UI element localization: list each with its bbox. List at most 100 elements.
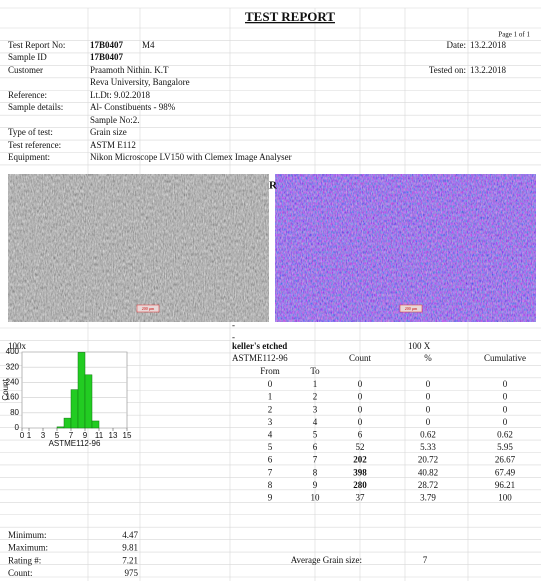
table-cell: 0 xyxy=(503,404,508,414)
y-tick-label: 400 xyxy=(6,347,20,356)
table-cell: 8 xyxy=(313,467,318,477)
table-cell: 5.33 xyxy=(420,442,436,452)
table-cell: 28.72 xyxy=(418,480,438,490)
micrograph-gray xyxy=(8,174,269,322)
y-tick-label: 80 xyxy=(10,408,19,417)
field-value: 17B0407 xyxy=(90,40,124,50)
table-cell: 7 xyxy=(313,455,318,465)
report-title: TEST REPORT xyxy=(245,9,335,24)
table-cell: 40.82 xyxy=(418,467,438,477)
average-label: Average Grain size: xyxy=(291,555,362,565)
table-cell: 4 xyxy=(268,429,273,439)
table-cell: 0 xyxy=(268,379,273,389)
bar xyxy=(57,427,64,428)
table-cell: 0 xyxy=(503,379,508,389)
table-cell: 6 xyxy=(268,455,273,465)
field-label: Sample details: xyxy=(8,102,63,112)
field-value: Sample No:2. xyxy=(90,115,140,125)
table-cell: 26.67 xyxy=(495,455,516,465)
table-cell: 1 xyxy=(313,379,318,389)
field-value: Reva University, Bangalore xyxy=(90,77,190,87)
average-value: 7 xyxy=(423,555,428,565)
table-cell: 100 xyxy=(498,492,512,502)
x-tick-label: 3 xyxy=(41,431,46,440)
scale-label: 200 µm xyxy=(405,306,418,311)
column-header: % xyxy=(424,353,432,363)
table-cell: 4 xyxy=(313,417,318,427)
table-cell: 96.21 xyxy=(495,480,515,490)
summary-label: Maximum: xyxy=(8,543,48,553)
column-subheader: To xyxy=(310,366,320,376)
x-tick-label: 1 xyxy=(27,431,32,440)
field-label: Customer xyxy=(8,65,43,75)
table-cell: 6 xyxy=(313,442,318,452)
table-cell: 398 xyxy=(353,467,367,477)
stray-char: R xyxy=(269,180,278,192)
field-label: Test reference: xyxy=(8,140,61,150)
etch-label: keller's etched xyxy=(232,341,287,351)
table-cell: 10 xyxy=(311,492,321,502)
column-header: Count xyxy=(349,353,372,363)
column-header: Cumulative xyxy=(484,353,526,363)
column-header: ASTME112-96 xyxy=(232,353,288,363)
field-value: Grain size xyxy=(90,127,127,137)
bar xyxy=(78,352,85,428)
table-cell: 67.49 xyxy=(495,467,516,477)
tested-label: Tested on: xyxy=(429,65,466,75)
table-cell: 0 xyxy=(426,417,431,427)
field-label: Sample ID xyxy=(8,52,47,62)
summary-value: 7.21 xyxy=(122,555,138,565)
y-axis-label: Count xyxy=(1,379,10,401)
field-value: Nikon Microscope LV150 with Clemex Image… xyxy=(90,152,292,162)
table-cell: 3 xyxy=(268,417,273,427)
test-report: TEST REPORT 200 µm 200 µm R - - Page 1 o… xyxy=(0,0,541,581)
date-label: Date: xyxy=(447,40,467,50)
table-cell: 7 xyxy=(268,467,273,477)
field-extra: M4 xyxy=(142,40,155,50)
summary-label: Count: xyxy=(8,568,33,578)
table-cell: 3 xyxy=(313,404,318,414)
table-cell: 8 xyxy=(268,480,273,490)
table-cell: 37 xyxy=(356,492,366,502)
bar xyxy=(92,421,99,428)
field-label: Equipment: xyxy=(8,152,50,162)
field-value: 17B0407 xyxy=(90,52,124,62)
table-cell: 5.95 xyxy=(497,442,513,452)
field-value: Praamoth Nithin. K.T xyxy=(90,65,169,75)
table-cell: 0.62 xyxy=(420,429,436,439)
table-cell: 5 xyxy=(268,442,273,452)
table-cell: 20.72 xyxy=(418,455,438,465)
summary-value: 9.81 xyxy=(122,543,138,553)
x-tick-label: 15 xyxy=(123,431,132,440)
table-cell: 0 xyxy=(358,404,363,414)
table-cell: 0 xyxy=(358,379,363,389)
y-tick-label: 320 xyxy=(6,362,20,371)
x-axis-label: ASTME112-96 xyxy=(49,439,101,448)
summary-label: Rating #: xyxy=(8,555,41,565)
table-cell: 202 xyxy=(353,455,367,465)
x-tick-label: 13 xyxy=(109,431,118,440)
table-cell: 9 xyxy=(313,480,318,490)
field-label: Test Report No: xyxy=(8,40,65,50)
page-number: Page 1 of 1 xyxy=(498,31,530,39)
table-cell: 0 xyxy=(426,392,431,402)
table-cell: 280 xyxy=(353,480,367,490)
table-cell: 0 xyxy=(503,392,508,402)
table-cell: 0 xyxy=(358,392,363,402)
magnification: 100 X xyxy=(408,341,431,351)
table-cell: 1 xyxy=(268,392,273,402)
table-cell: 6 xyxy=(358,429,363,439)
summary-value: 4.47 xyxy=(122,530,138,540)
summary-label: Minimum: xyxy=(8,530,47,540)
bar xyxy=(64,418,71,428)
date-value: 13.2.2018 xyxy=(470,40,507,50)
table-cell: 0 xyxy=(426,379,431,389)
micrograph-blue xyxy=(275,174,536,322)
bar xyxy=(85,375,92,428)
table-cell: 0 xyxy=(426,404,431,414)
table-cell: 0.62 xyxy=(497,429,513,439)
field-label: Type of test: xyxy=(8,127,53,137)
summary-value: 975 xyxy=(125,568,139,578)
tested-value: 13.2.2018 xyxy=(470,65,507,75)
scale-label: 200 µm xyxy=(142,306,155,311)
